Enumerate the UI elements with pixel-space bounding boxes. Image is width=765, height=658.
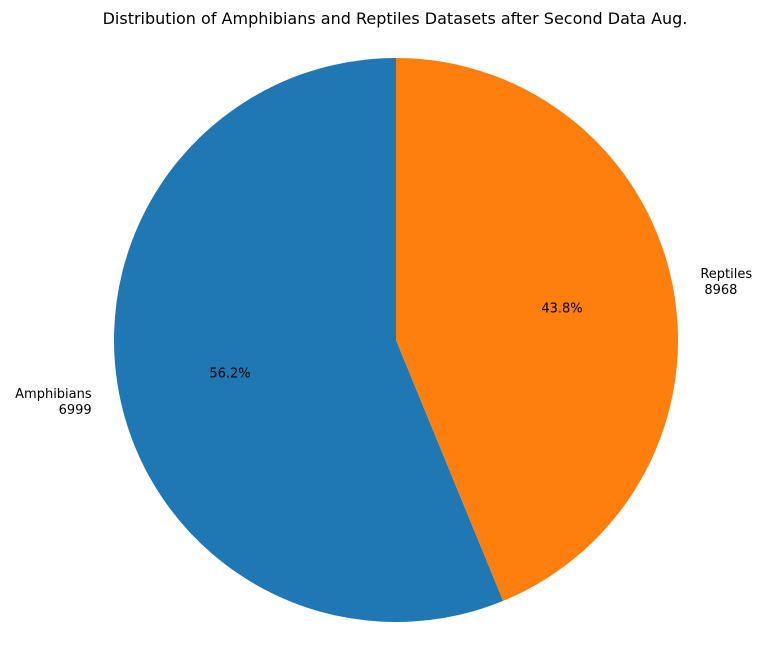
- value-label-amphibians: 6999: [59, 403, 92, 418]
- category-label-reptiles: Reptiles: [700, 267, 752, 282]
- value-label-reptiles: 8968: [704, 283, 737, 298]
- percent-label-amphibians: 56.2%: [209, 367, 250, 382]
- pie-slice-reptiles: [396, 58, 678, 601]
- chart-title: Distribution of Amphibians and Reptiles …: [103, 9, 688, 28]
- category-label-amphibians: Amphibians: [15, 387, 92, 402]
- pie-slice-amphibians: [114, 58, 504, 622]
- pie-slices: [114, 58, 678, 622]
- percent-label-reptiles: 43.8%: [541, 301, 582, 316]
